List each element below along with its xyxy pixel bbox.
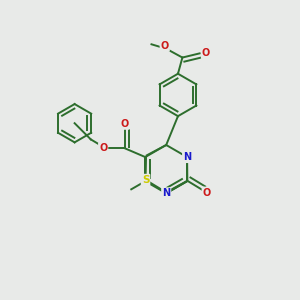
- Text: O: O: [160, 41, 169, 51]
- Text: O: O: [202, 188, 211, 197]
- Text: O: O: [99, 143, 107, 153]
- Text: S: S: [142, 175, 149, 185]
- Text: N: N: [162, 188, 170, 198]
- Text: N: N: [183, 152, 191, 162]
- Text: O: O: [121, 119, 129, 129]
- Text: O: O: [202, 48, 210, 58]
